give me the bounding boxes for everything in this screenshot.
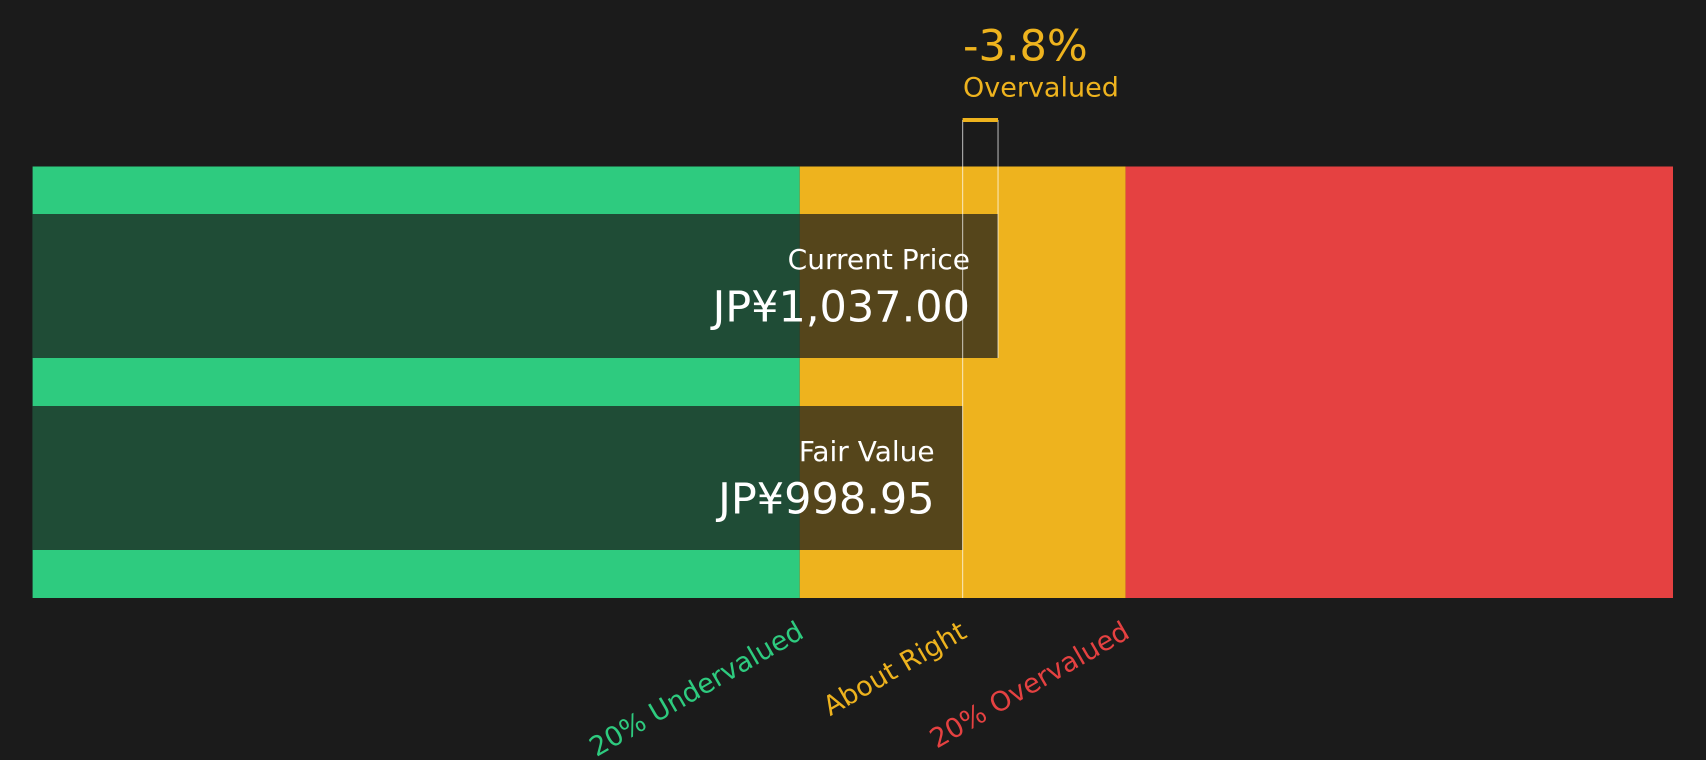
bar-name: Current Price — [788, 243, 970, 276]
zone-label: About Right — [818, 616, 972, 723]
difference-status: Overvalued — [963, 73, 1119, 104]
zone-label: 20% Undervalued — [584, 616, 808, 760]
zone — [1125, 166, 1673, 598]
bar-value: JP¥998.95 — [715, 475, 934, 525]
difference-label: -3.8% — [963, 22, 1088, 72]
value-bar — [32, 214, 999, 358]
bar-value: JP¥1,037.00 — [710, 283, 970, 333]
bar-name: Fair Value — [799, 435, 935, 468]
value-bar — [32, 406, 963, 550]
